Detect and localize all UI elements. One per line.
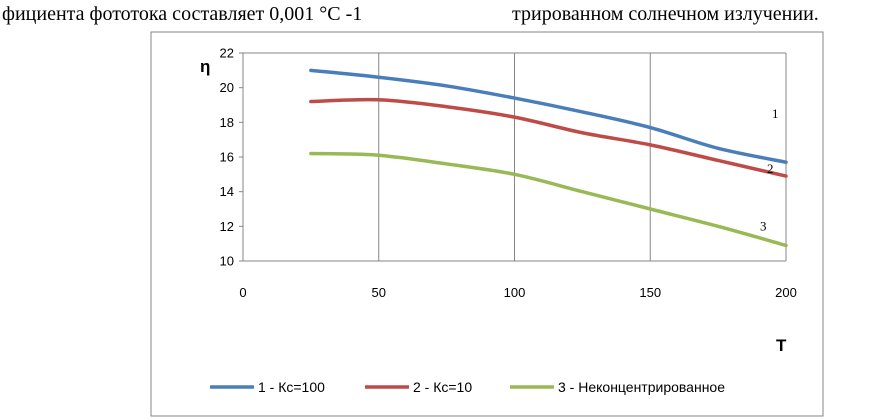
curve-label-1: 1 <box>772 106 779 121</box>
legend-label-1: 1 - Кс=100 <box>258 379 325 395</box>
y-tick-label: 10 <box>220 254 234 269</box>
x-tick-label: 150 <box>639 285 661 300</box>
curve-label-3: 3 <box>760 218 767 233</box>
chart-frame <box>150 31 824 417</box>
page-text-right: трированном солнечном излучении. <box>512 3 819 25</box>
x-tick-label: 0 <box>239 285 246 300</box>
x-tick-label: 200 <box>775 285 797 300</box>
y-tick-label: 16 <box>220 150 234 165</box>
y-tick-label: 22 <box>220 46 234 61</box>
legend-label-2: 2 - Кс=10 <box>413 379 472 395</box>
y-tick-label: 18 <box>220 115 234 130</box>
y-tick-label: 12 <box>220 219 234 234</box>
x-tick-label: 50 <box>372 285 386 300</box>
series-layer: 1 2 3 <box>309 68 788 248</box>
y-tick-label: 14 <box>220 184 234 199</box>
series-line-1 <box>309 68 788 164</box>
curve-label-2: 2 <box>767 161 774 176</box>
y-axis-title: η <box>200 57 210 76</box>
x-tick-label: 100 <box>504 285 526 300</box>
page-text-left: фициента фототока составляет 0,001 °С -1 <box>2 3 363 25</box>
x-axis-title: T <box>776 336 787 355</box>
series-line-2 <box>309 97 788 178</box>
legend-label-3: 3 - Неконцентрированное <box>558 379 725 395</box>
y-tick-label: 20 <box>220 80 234 95</box>
series-line-3 <box>309 151 788 248</box>
legend: 1 - Кс=100 2 - Кс=10 3 - Неконцентрированн… <box>210 379 725 395</box>
page-text-line: фициента фототока составляет 0,001 °С -1… <box>0 0 889 34</box>
